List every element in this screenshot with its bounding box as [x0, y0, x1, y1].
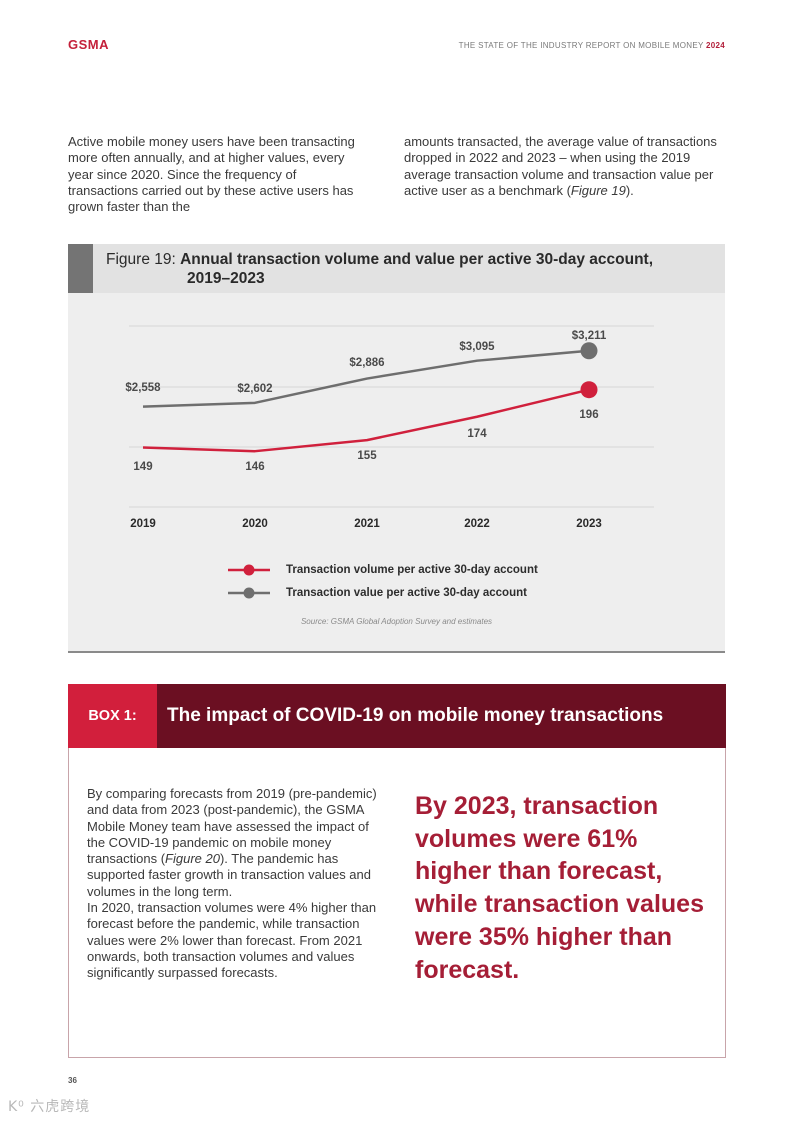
box-body-text: By comparing forecasts from 2019 (pre-pa…: [87, 786, 377, 981]
box-1: BOX 1: The impact of COVID-19 on mobile …: [68, 684, 726, 1058]
box-label: BOX 1:: [68, 684, 157, 748]
box-pull-quote: By 2023, transaction volumes were 61% hi…: [415, 792, 704, 984]
data-label-value-2021: $2,886: [349, 357, 384, 369]
figure-header: Figure 19: Annual transaction volume and…: [68, 244, 725, 293]
report-title: THE STATE OF THE INDUSTRY REPORT ON MOBI…: [458, 41, 725, 50]
page-number: 36: [68, 1076, 77, 1085]
intro-right-paragraph: amounts transacted, the average value of…: [404, 134, 717, 198]
data-label-volume-2022: 174: [467, 428, 487, 440]
data-label-value-2022: $3,095: [459, 341, 495, 353]
data-label-value-2023: $3,211: [572, 330, 607, 342]
watermark: K⁰ 六虎跨境: [8, 1099, 91, 1115]
legend-marker-volume: [228, 564, 270, 575]
x-tick-label-2023: 2023: [576, 518, 602, 530]
x-tick-label-2020: 2020: [242, 518, 268, 530]
x-tick-label-2022: 2022: [464, 518, 490, 530]
data-label-volume-2023: 196: [579, 409, 598, 421]
x-tick-label-2021: 2021: [354, 518, 380, 530]
figure-source: Source: GSMA Global Adoption Survey and …: [300, 617, 493, 626]
data-label-volume-2021: 155: [357, 450, 377, 462]
data-label-value-2020: $2,602: [237, 383, 272, 395]
legend-marker-value: [228, 587, 270, 598]
series-line-volume: [142, 388, 590, 453]
legend-item-value: Transaction value per active 30-day acco…: [228, 581, 538, 604]
endpoint-marker-volume: [580, 381, 598, 399]
data-label-volume-2019: 149: [133, 461, 152, 473]
data-label-value-2019: $2,558: [125, 382, 161, 394]
chart-legend: Transaction volume per active 30-day acc…: [228, 558, 538, 604]
figure-header-accent-bar: [68, 244, 93, 293]
series-line-value: [142, 349, 590, 408]
box-header: BOX 1: The impact of COVID-19 on mobile …: [68, 684, 726, 748]
x-tick-label-2019: 2019: [130, 518, 156, 530]
data-label-volume-2020: 146: [245, 461, 264, 473]
legend-label-volume: Transaction volume per active 30-day acc…: [286, 563, 538, 576]
gsma-logo: GSMA: [68, 37, 109, 52]
intro-left-paragraph: Active mobile money users have been tran…: [68, 134, 355, 215]
figure-19-panel: Figure 19: Annual transaction volume and…: [68, 244, 725, 653]
legend-label-value: Transaction value per active 30-day acco…: [286, 586, 527, 599]
figure-title: Figure 19: Annual transaction volume and…: [106, 251, 654, 287]
legend-item-volume: Transaction volume per active 30-day acc…: [228, 558, 538, 581]
line-chart: $2,558 $2,602 $2,886 $3,095 $3,211 149 146 155 1…: [125, 325, 654, 530]
box-title: The impact of COVID-19 on mobile money t…: [167, 705, 664, 726]
endpoint-marker-value: [580, 342, 598, 360]
